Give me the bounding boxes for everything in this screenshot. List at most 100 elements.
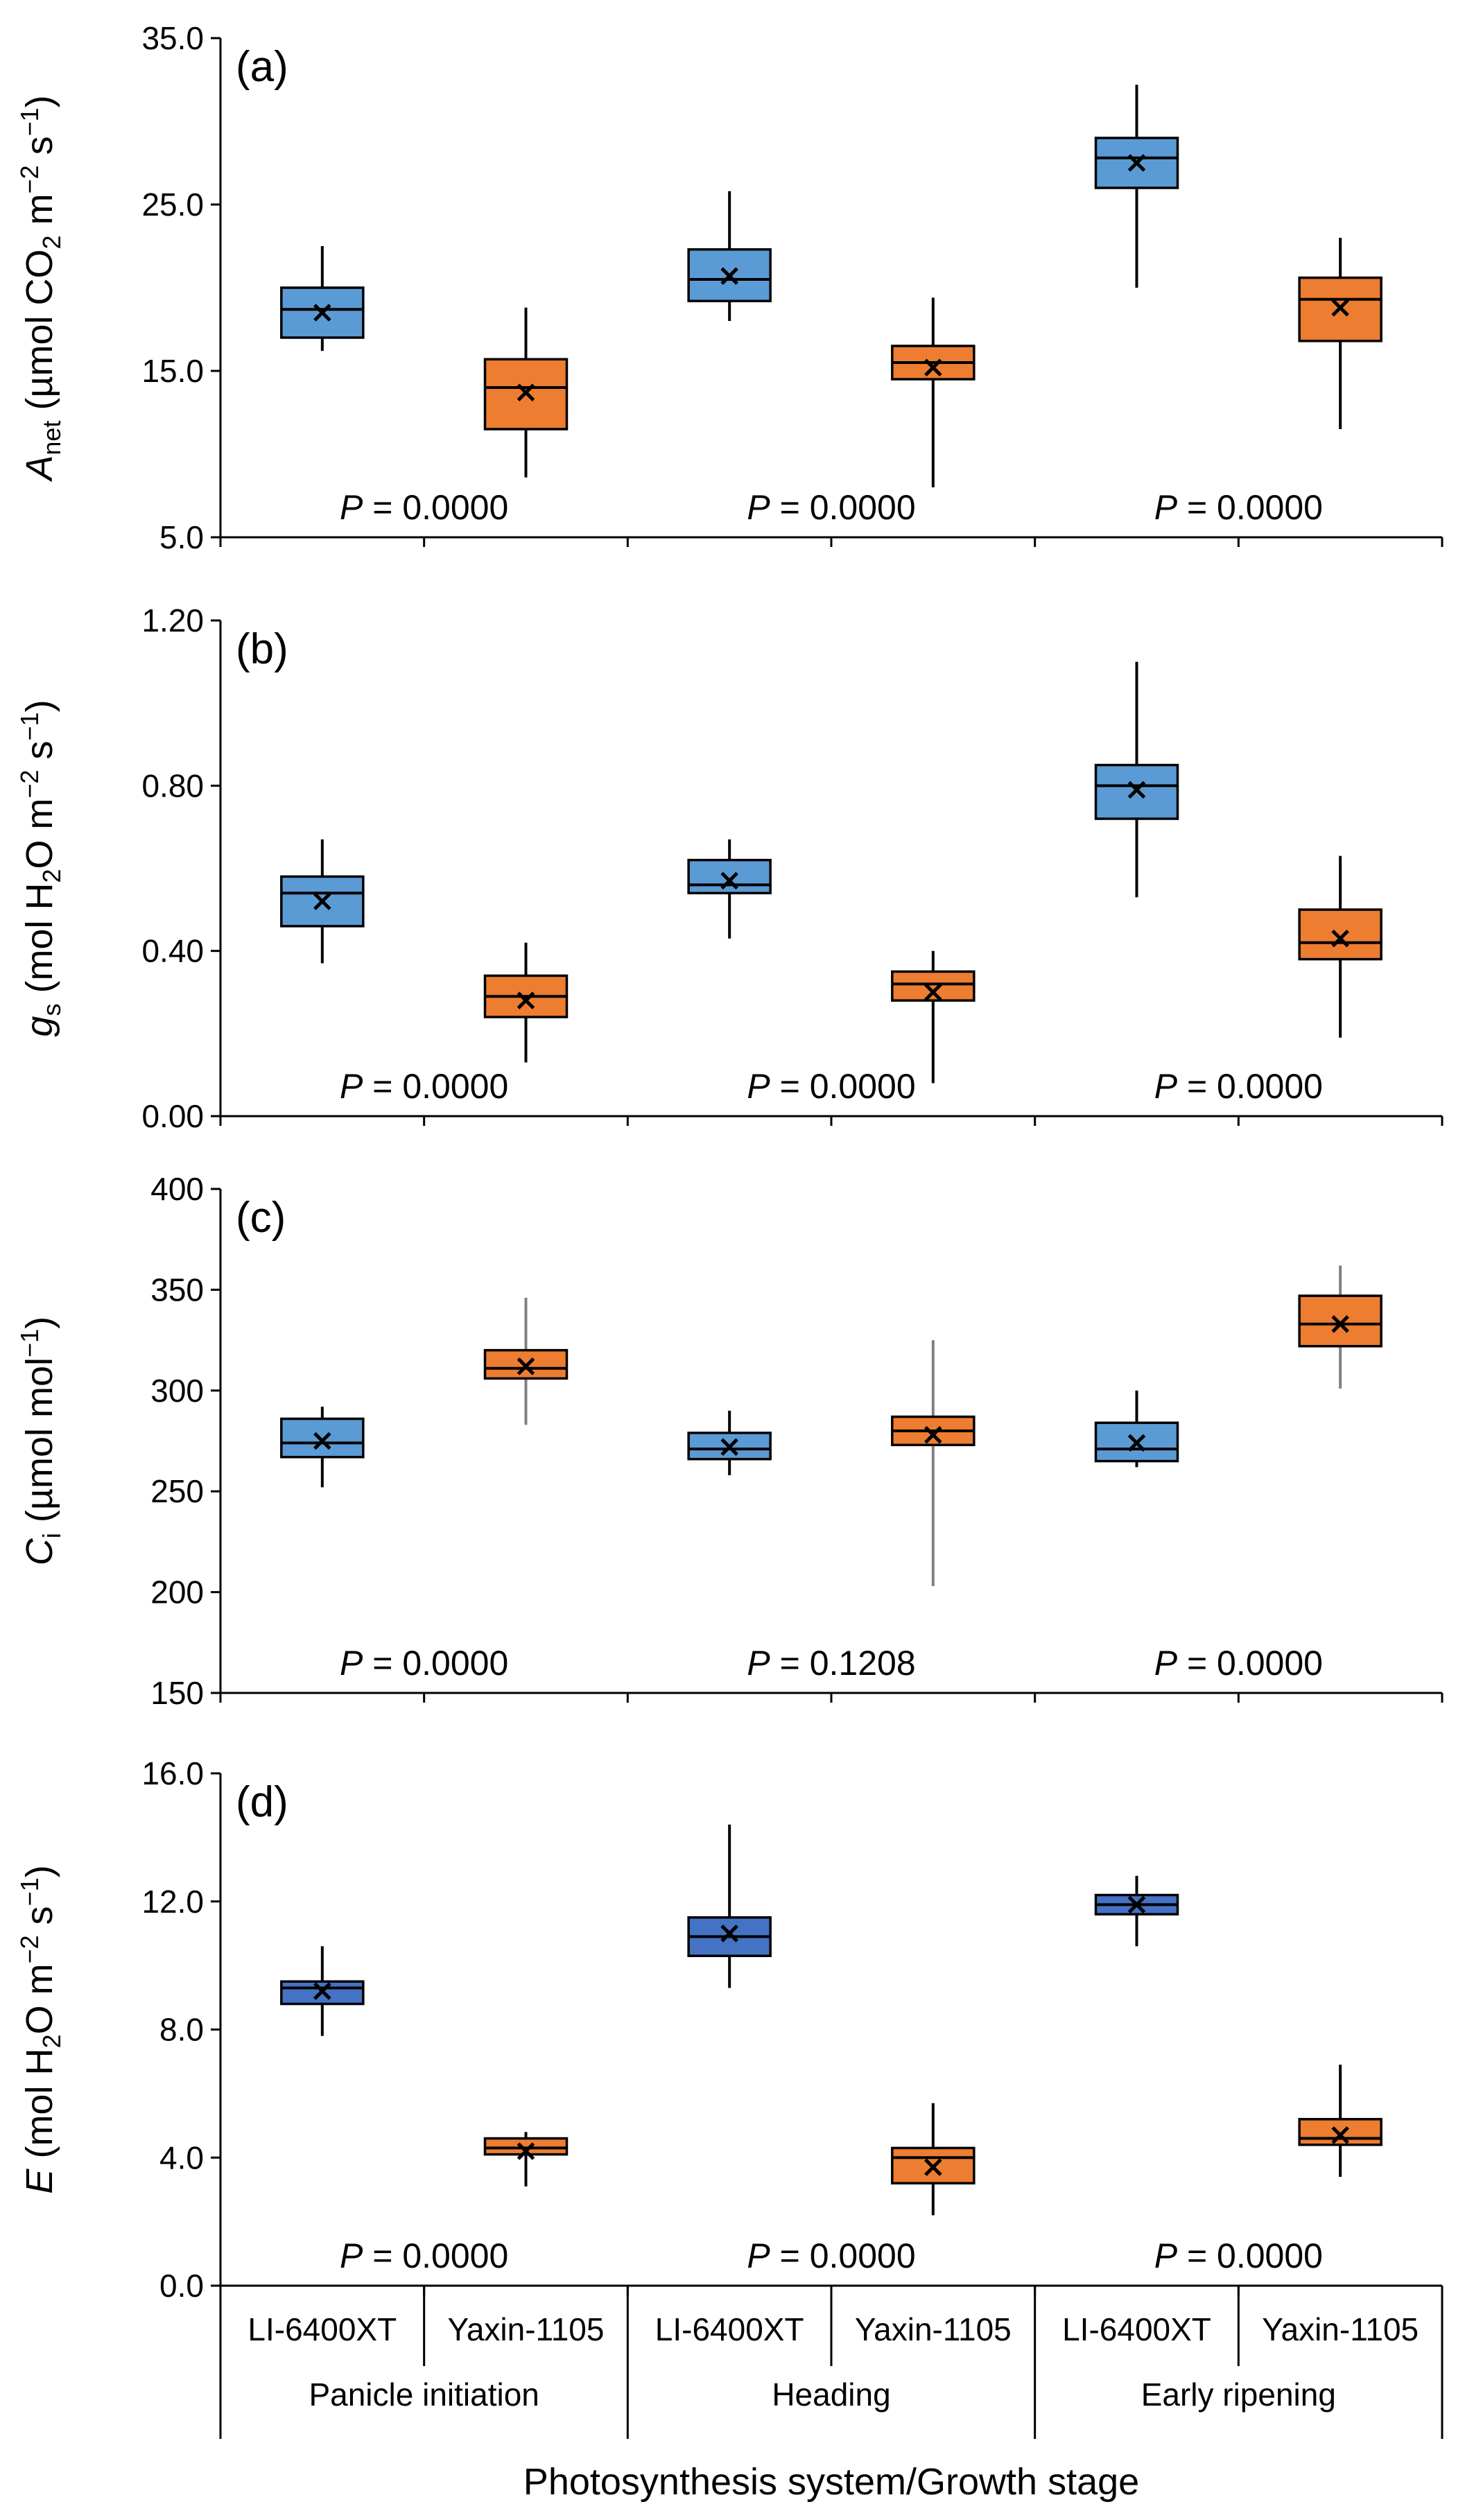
mean-marker: [517, 991, 535, 1009]
mean-marker: [1127, 781, 1146, 799]
x-axis-title: Photosynthesis system/Growth stage: [523, 2461, 1139, 2503]
y-axis-unit-part: (mol H: [19, 883, 60, 1004]
p-value-number: = 0.1208: [770, 1644, 916, 1683]
p-value-number: = 0.0000: [363, 1644, 508, 1683]
box-heading-li-6400xt: [687, 839, 772, 939]
p-symbol: P: [747, 488, 770, 527]
panel-d: 16.0 12.0 8.0 4.0 0.0 (d) E (mol H2O m−2 s−1) P…: [15, 1755, 1443, 2304]
p-value-number: = 0.0000: [1177, 488, 1323, 527]
box-early-ripening-yaxin-1105: [1298, 1265, 1382, 1389]
y-axis-unit-part: 2: [37, 869, 66, 883]
y-axis-unit-part: −2: [15, 770, 44, 798]
y-axis-unit-part: −1: [15, 1877, 44, 1906]
p-value-label: P = 0.1208: [747, 1644, 915, 1683]
x-tick-label-system: Yaxin-1105: [1262, 2311, 1419, 2347]
p-symbol: P: [1154, 1644, 1178, 1683]
p-symbol: P: [340, 2236, 363, 2275]
y-axis-label: Anet (µmol CO2 m−2 s−1): [15, 95, 66, 482]
box-iqr: [483, 2137, 569, 2156]
mean-marker: [720, 1924, 738, 1943]
x-tick-label-system: LI-6400XT: [1062, 2311, 1211, 2347]
mean-marker: [924, 1426, 942, 1444]
p-value-label: P = 0.0000: [340, 1644, 508, 1683]
panel-label: (a): [236, 43, 288, 91]
p-value-label: P = 0.0000: [1154, 1067, 1323, 1106]
box-iqr: [1298, 908, 1382, 961]
box-early-ripening-li-6400xt: [1094, 85, 1179, 288]
y-tick-label: 0.0: [159, 2268, 204, 2304]
y-axis-label: gs (mol H2O m−2 s−1): [15, 699, 66, 1036]
box-heading-li-6400xt: [687, 1824, 772, 1988]
box-iqr: [280, 1417, 365, 1459]
p-value-label: P = 0.0000: [747, 488, 915, 527]
panel-label: (b): [236, 625, 288, 673]
y-axis-unit-part: s: [19, 136, 60, 165]
y-axis-variable: A: [19, 455, 60, 483]
y-axis-label: Ci (µmol mol−1): [15, 1317, 66, 1565]
mean-marker: [313, 1432, 331, 1450]
y-axis-variable: C: [19, 1538, 60, 1565]
y-axis-unit-part: ): [19, 95, 60, 107]
mean-marker: [313, 1982, 331, 2000]
box-panicle-initiation-li-6400xt: [280, 839, 365, 964]
p-value-number: = 0.0000: [770, 488, 916, 527]
x-tick-label-system: Yaxin-1105: [448, 2311, 605, 2347]
y-axis-unit-part: O m: [19, 1964, 60, 2035]
p-symbol: P: [1154, 1067, 1178, 1106]
box-panicle-initiation-yaxin-1105: [483, 1298, 569, 1425]
p-value-label: P = 0.0000: [1154, 488, 1323, 527]
box-heading-li-6400xt: [687, 191, 772, 321]
y-axis-variable: E: [19, 2169, 60, 2194]
y-tick-label: 12.0: [141, 1884, 204, 1920]
mean-marker: [720, 871, 738, 890]
p-value-label: P = 0.0000: [340, 2236, 508, 2275]
mean-marker: [1331, 2126, 1349, 2144]
x-tick-label-stage: Early ripening: [1141, 2376, 1336, 2413]
y-tick-label: 0.00: [141, 1098, 204, 1134]
mean-marker: [517, 1357, 535, 1375]
y-axis-unit-part: (µmol mol: [19, 1357, 60, 1533]
box-early-ripening-yaxin-1105: [1298, 2065, 1382, 2177]
y-tick-label: 25.0: [141, 186, 204, 223]
mean-marker: [313, 304, 331, 322]
p-symbol: P: [1154, 488, 1178, 527]
x-tick-label-stage: Panicle initiation: [309, 2376, 539, 2413]
panel-label: (d): [236, 1778, 288, 1826]
p-value-label: P = 0.0000: [1154, 1644, 1323, 1683]
y-axis-variable-subscript: net: [37, 421, 66, 455]
box-panicle-initiation-yaxin-1105: [483, 2132, 569, 2187]
panel-a: 35.0 25.0 15.0 5.0 (a) Anet (µmol CO2 m−2 s−1…: [15, 20, 1443, 555]
y-axis-unit-part: O m: [19, 799, 60, 869]
p-value-label: P = 0.0000: [340, 488, 508, 527]
y-axis-variable: g: [19, 1016, 60, 1037]
p-value-label: P = 0.0000: [747, 1067, 915, 1106]
p-symbol: P: [747, 1067, 770, 1106]
box-early-ripening-li-6400xt: [1094, 1875, 1179, 1947]
y-tick-label: 1.20: [141, 602, 204, 638]
y-tick-label: 200: [150, 1574, 204, 1610]
p-value-number: = 0.0000: [363, 2236, 508, 2275]
p-symbol: P: [1154, 2236, 1178, 2275]
panel-b: 1.200.800.400.00(b)gs (mol H2O m−2 s−1)P…: [15, 602, 1443, 1134]
mean-marker: [1331, 930, 1349, 948]
x-tick-label-system: LI-6400XT: [248, 2311, 397, 2347]
mean-marker: [1127, 154, 1146, 172]
p-value-number: = 0.0000: [770, 2236, 916, 2275]
box-iqr: [280, 875, 365, 928]
box-heading-yaxin-1105: [891, 2103, 976, 2216]
y-tick-label: 35.0: [141, 20, 204, 56]
panel-c: 400 350 300 250 200 150 (c) Ci (µmol mol−1) P = …: [15, 1171, 1443, 1711]
box-panicle-initiation-li-6400xt: [280, 246, 365, 351]
box-early-ripening-li-6400xt: [1094, 661, 1179, 898]
y-tick-label: 16.0: [141, 1755, 204, 1791]
box-early-ripening-yaxin-1105: [1298, 855, 1382, 1038]
y-axis-unit-part: m: [19, 193, 60, 235]
box-heading-yaxin-1105: [891, 1340, 976, 1586]
p-value-number: = 0.0000: [1177, 2236, 1323, 2275]
box-panicle-initiation-li-6400xt: [280, 1946, 365, 2036]
mean-marker: [1127, 1895, 1146, 1914]
p-symbol: P: [340, 1067, 363, 1106]
box-iqr: [891, 970, 976, 1002]
y-axis-unit-part: −1: [15, 107, 44, 136]
